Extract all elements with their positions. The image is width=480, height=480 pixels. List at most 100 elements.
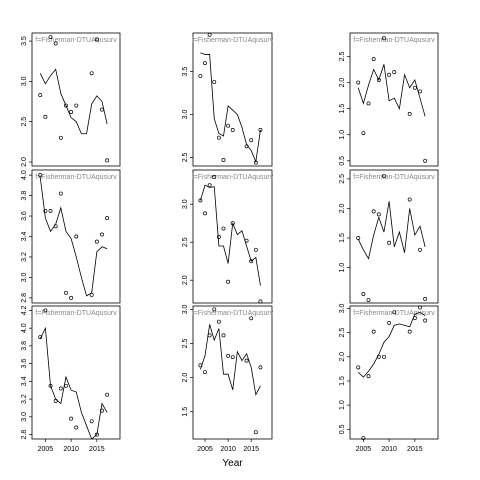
x-tick-label: 2005	[38, 446, 54, 453]
panel-label: f=Fisherman-DTUAqusurv	[353, 310, 435, 317]
data-point	[412, 85, 417, 90]
data-point	[43, 308, 48, 313]
y-tick-label: 1.0	[339, 263, 346, 273]
y-tick-label: 3.0	[21, 412, 28, 422]
y-tick-label: 3.6	[21, 359, 28, 369]
data-point	[387, 72, 392, 77]
panel-label: f=Fisherman-DTUAqusurv	[192, 174, 274, 181]
y-tick-label: 1.5	[339, 104, 346, 114]
data-point	[94, 37, 99, 42]
fit-line	[39, 177, 108, 297]
data-point	[253, 430, 258, 435]
x-tick-label: 2015	[89, 446, 105, 453]
data-point	[203, 61, 207, 65]
panel-frame	[192, 169, 273, 304]
data-point	[216, 135, 221, 140]
data-point	[105, 216, 110, 221]
y-tick-label: 3.6	[21, 211, 28, 221]
y-tick-label: 2.5	[339, 328, 346, 338]
x-tick-label: 2015	[407, 446, 423, 453]
data-point	[258, 299, 263, 304]
data-point	[64, 103, 68, 108]
data-point	[371, 329, 376, 334]
y-tick-label: 4.2	[21, 305, 28, 315]
panel-label: f=Fisherman-DTUAqusurv	[192, 310, 274, 317]
y-tick-label: 2.5	[339, 51, 346, 61]
y-tick-label: 3.0	[21, 76, 28, 86]
data-point	[43, 114, 48, 119]
y-tick-label: 3.4	[21, 376, 28, 386]
y-tick-label: 2.5	[182, 237, 189, 247]
data-point	[423, 158, 428, 163]
data-point	[366, 298, 371, 302]
data-point	[198, 73, 203, 78]
panel-frame	[349, 305, 439, 440]
panel-label: f=Fisherman-DTUAqusurv	[192, 37, 274, 44]
fit-line	[200, 324, 261, 396]
data-point	[366, 101, 371, 106]
data-point	[244, 358, 249, 363]
data-point	[226, 123, 231, 128]
data-point	[230, 128, 235, 132]
data-point	[43, 208, 48, 213]
x-tick-label: 2010	[220, 446, 236, 453]
data-point	[376, 77, 381, 82]
y-tick-label: 3.0	[339, 303, 346, 313]
y-tick-label: 3.8	[21, 191, 28, 201]
data-point	[212, 79, 217, 84]
data-point	[423, 318, 428, 323]
data-point	[249, 259, 254, 264]
x-tick-label: 2010	[381, 446, 397, 453]
fit-line	[39, 68, 108, 135]
y-tick-label: 3.5	[182, 67, 189, 77]
y-tick-label: 3.2	[21, 252, 28, 262]
data-point	[392, 310, 397, 315]
data-point	[100, 408, 104, 413]
panel-frame	[31, 305, 121, 440]
panel-frame	[349, 169, 439, 304]
data-point	[69, 110, 74, 114]
y-tick-label: 1.5	[339, 376, 346, 386]
panel-frame	[349, 32, 439, 167]
data-point	[392, 70, 397, 75]
data-point	[382, 173, 386, 178]
data-point	[230, 355, 235, 360]
x-axis-label: Year	[222, 458, 243, 469]
y-tick-label: 2.0	[182, 275, 189, 285]
data-point	[48, 208, 53, 213]
y-tick-label: 2.0	[339, 203, 346, 213]
panel-label: f=Fisherman-DTUAqusurv	[35, 310, 117, 317]
data-point	[387, 240, 392, 245]
data-point	[74, 234, 79, 239]
data-point	[216, 319, 221, 324]
y-tick-label: 3.0	[182, 304, 189, 314]
data-point	[407, 111, 412, 116]
y-tick-label: 2.0	[182, 373, 189, 383]
data-point	[418, 305, 422, 310]
y-tick-label: 2.8	[21, 293, 28, 303]
data-point	[100, 232, 104, 237]
data-point	[258, 365, 263, 370]
data-point	[371, 209, 376, 214]
data-point	[38, 93, 43, 98]
y-tick-label: 1.5	[339, 233, 346, 243]
data-point	[356, 236, 361, 240]
y-tick-label: 1.0	[339, 130, 346, 140]
data-point	[356, 365, 361, 370]
data-point	[105, 392, 110, 397]
data-point	[407, 197, 412, 202]
data-point	[221, 333, 226, 338]
data-point	[203, 211, 207, 216]
data-point	[361, 436, 366, 440]
data-point	[361, 131, 366, 136]
x-tick-label: 2010	[63, 446, 79, 453]
panel-frame	[31, 169, 121, 304]
data-point	[366, 374, 371, 379]
y-tick-label: 4.0	[21, 170, 28, 180]
y-tick-label: 2.5	[21, 117, 28, 127]
data-point	[226, 279, 231, 284]
fit-line	[357, 201, 426, 260]
data-point	[58, 386, 63, 391]
y-tick-label: 3.2	[21, 394, 28, 404]
